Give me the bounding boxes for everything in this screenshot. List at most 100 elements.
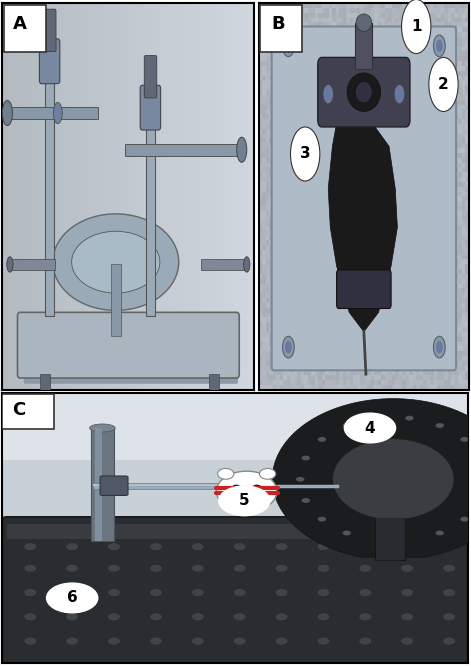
- FancyBboxPatch shape: [100, 476, 128, 496]
- Circle shape: [296, 477, 304, 482]
- Circle shape: [192, 565, 203, 571]
- Text: 1: 1: [411, 19, 422, 34]
- Circle shape: [276, 613, 287, 620]
- Circle shape: [24, 543, 36, 550]
- Bar: [96, 428, 102, 541]
- Circle shape: [291, 127, 320, 181]
- Bar: [93, 483, 270, 489]
- FancyBboxPatch shape: [318, 57, 410, 127]
- Bar: [8, 107, 98, 119]
- Circle shape: [402, 543, 413, 550]
- Text: C: C: [12, 401, 25, 419]
- Circle shape: [318, 565, 329, 571]
- Circle shape: [108, 543, 120, 550]
- FancyBboxPatch shape: [260, 5, 302, 52]
- Circle shape: [433, 35, 445, 57]
- Circle shape: [318, 638, 329, 644]
- Bar: [91, 428, 114, 541]
- Circle shape: [66, 589, 78, 596]
- Circle shape: [276, 589, 287, 596]
- Circle shape: [360, 638, 371, 644]
- Bar: [146, 123, 155, 316]
- Circle shape: [234, 565, 245, 571]
- Circle shape: [360, 589, 371, 596]
- Circle shape: [283, 35, 294, 57]
- Text: 4: 4: [365, 420, 375, 436]
- Circle shape: [192, 543, 203, 550]
- FancyBboxPatch shape: [2, 517, 468, 665]
- Circle shape: [444, 565, 455, 571]
- Circle shape: [436, 423, 444, 428]
- Circle shape: [24, 613, 36, 620]
- Ellipse shape: [53, 103, 62, 124]
- Circle shape: [276, 543, 287, 550]
- Circle shape: [323, 85, 333, 104]
- Ellipse shape: [237, 137, 247, 163]
- Circle shape: [47, 583, 98, 613]
- Circle shape: [285, 341, 292, 353]
- Circle shape: [318, 517, 326, 521]
- Circle shape: [402, 0, 431, 53]
- Bar: [2, 393, 468, 539]
- Circle shape: [192, 613, 203, 620]
- Text: 3: 3: [300, 147, 310, 161]
- FancyBboxPatch shape: [40, 39, 60, 84]
- Circle shape: [402, 589, 413, 596]
- Circle shape: [444, 543, 455, 550]
- Circle shape: [192, 638, 203, 644]
- Circle shape: [444, 613, 455, 620]
- Polygon shape: [272, 399, 471, 557]
- Circle shape: [429, 57, 458, 111]
- Circle shape: [234, 638, 245, 644]
- Ellipse shape: [72, 231, 160, 293]
- Text: 6: 6: [67, 591, 78, 605]
- Circle shape: [460, 437, 469, 442]
- FancyBboxPatch shape: [2, 394, 54, 430]
- Bar: [111, 264, 121, 336]
- Circle shape: [66, 613, 78, 620]
- Ellipse shape: [356, 81, 372, 103]
- Circle shape: [285, 40, 292, 52]
- Text: 5: 5: [239, 494, 250, 508]
- Circle shape: [66, 565, 78, 571]
- Ellipse shape: [347, 73, 381, 111]
- Polygon shape: [333, 439, 454, 518]
- Circle shape: [373, 416, 381, 421]
- FancyBboxPatch shape: [43, 9, 56, 52]
- Ellipse shape: [218, 468, 234, 480]
- Circle shape: [360, 565, 371, 571]
- Circle shape: [234, 589, 245, 596]
- Circle shape: [402, 565, 413, 571]
- Circle shape: [150, 543, 162, 550]
- Circle shape: [276, 565, 287, 571]
- Circle shape: [405, 416, 414, 421]
- Circle shape: [108, 638, 120, 644]
- FancyBboxPatch shape: [17, 312, 239, 378]
- Circle shape: [402, 638, 413, 644]
- Circle shape: [318, 543, 329, 550]
- Polygon shape: [217, 471, 277, 511]
- Circle shape: [318, 589, 329, 596]
- Bar: [7, 523, 463, 539]
- Circle shape: [192, 589, 203, 596]
- Circle shape: [24, 589, 36, 596]
- Circle shape: [108, 589, 120, 596]
- Circle shape: [276, 638, 287, 644]
- Circle shape: [219, 486, 270, 515]
- FancyBboxPatch shape: [4, 5, 47, 52]
- Circle shape: [360, 613, 371, 620]
- Circle shape: [24, 565, 36, 571]
- Circle shape: [436, 40, 443, 52]
- Circle shape: [66, 543, 78, 550]
- Circle shape: [283, 336, 294, 358]
- Circle shape: [360, 543, 371, 550]
- Ellipse shape: [89, 424, 115, 432]
- Circle shape: [252, 485, 261, 490]
- Circle shape: [301, 456, 310, 460]
- Text: 2: 2: [438, 77, 449, 92]
- Circle shape: [402, 613, 413, 620]
- Polygon shape: [328, 111, 398, 332]
- Ellipse shape: [356, 14, 372, 31]
- Circle shape: [318, 437, 326, 442]
- Circle shape: [433, 336, 445, 358]
